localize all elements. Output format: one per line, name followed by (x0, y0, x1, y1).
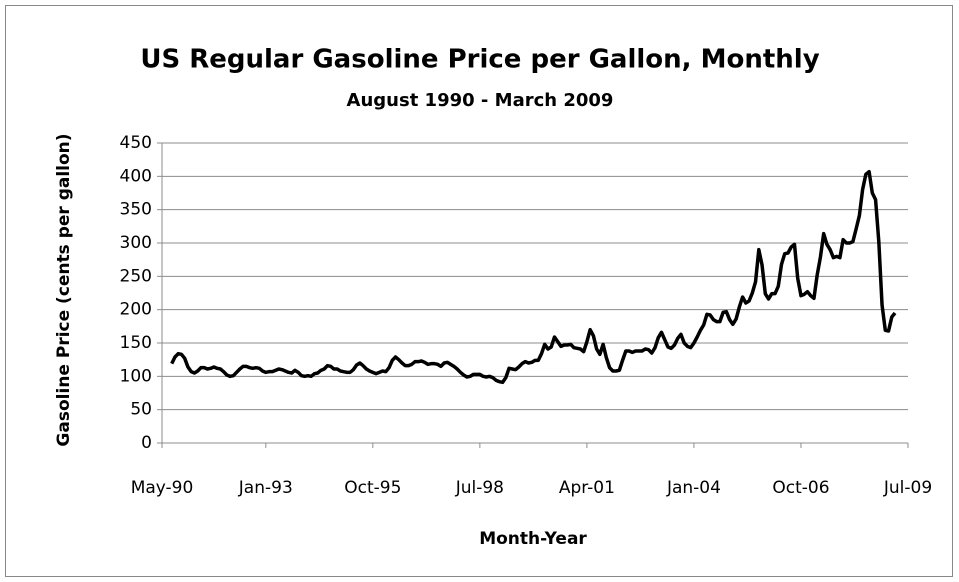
x-tick-label: Jul-98 (455, 478, 504, 498)
y-tick-label: 350 (120, 200, 152, 220)
y-tick-label: 400 (120, 166, 152, 186)
y-tick-label: 0 (141, 433, 152, 453)
y-tick-label: 200 (120, 300, 152, 320)
y-tick-label: 250 (120, 266, 152, 286)
y-tick-label: 450 (120, 133, 152, 153)
x-tick-label: May-90 (131, 478, 194, 498)
chart-frame (5, 5, 953, 577)
y-tick-label: 100 (120, 366, 152, 386)
y-tick-label: 50 (130, 400, 152, 420)
x-tick-label: Oct-06 (772, 478, 829, 498)
price-line (170, 169, 897, 385)
x-axis-title: Month-Year (479, 529, 587, 549)
y-tick-label: 300 (120, 233, 152, 253)
x-tick-label: Jan-04 (666, 478, 721, 498)
x-tick-label: Oct-95 (344, 478, 401, 498)
x-tick-label: Jul-09 (883, 478, 932, 498)
chart-title: US Regular Gasoline Price per Gallon, Mo… (140, 45, 819, 75)
y-tick-label: 150 (120, 333, 152, 353)
x-tick-label: Apr-01 (559, 478, 615, 498)
y-axis-title: Gasoline Price (cents per gallon) (54, 133, 74, 446)
chart-subtitle: August 1990 - March 2009 (347, 90, 614, 111)
x-tick-label: Jan-93 (238, 478, 293, 498)
